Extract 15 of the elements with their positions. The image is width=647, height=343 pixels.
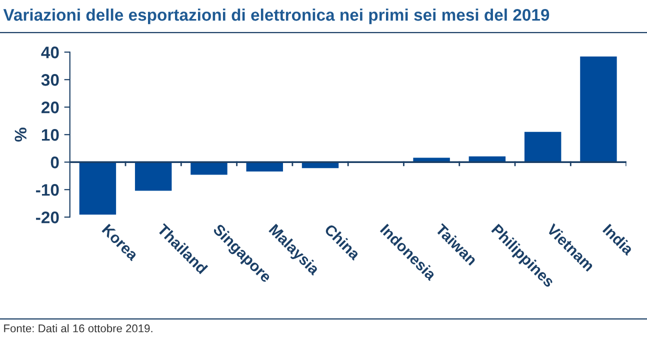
- y-tick-label: -20: [36, 212, 59, 224]
- bar: [580, 56, 617, 162]
- y-tick-label: 0: [50, 156, 59, 168]
- bar: [524, 132, 562, 162]
- y-tick-label: -10: [36, 184, 59, 196]
- source-note: Fonte: Dati al 16 ottobre 2019.: [4, 324, 152, 332]
- bar: [190, 162, 228, 175]
- bar: [79, 162, 116, 215]
- y-tick-label: 30: [41, 74, 59, 86]
- bar: [134, 162, 172, 191]
- y-tick-label: 20: [42, 102, 59, 114]
- y-tick-label: 10: [42, 129, 59, 141]
- y-tick-label: 40: [41, 46, 59, 58]
- y-axis-title: %: [14, 128, 26, 142]
- chart-title: Variazioni delle esportazioni di elettronica nei primi sei mesi del 2019: [3, 8, 550, 24]
